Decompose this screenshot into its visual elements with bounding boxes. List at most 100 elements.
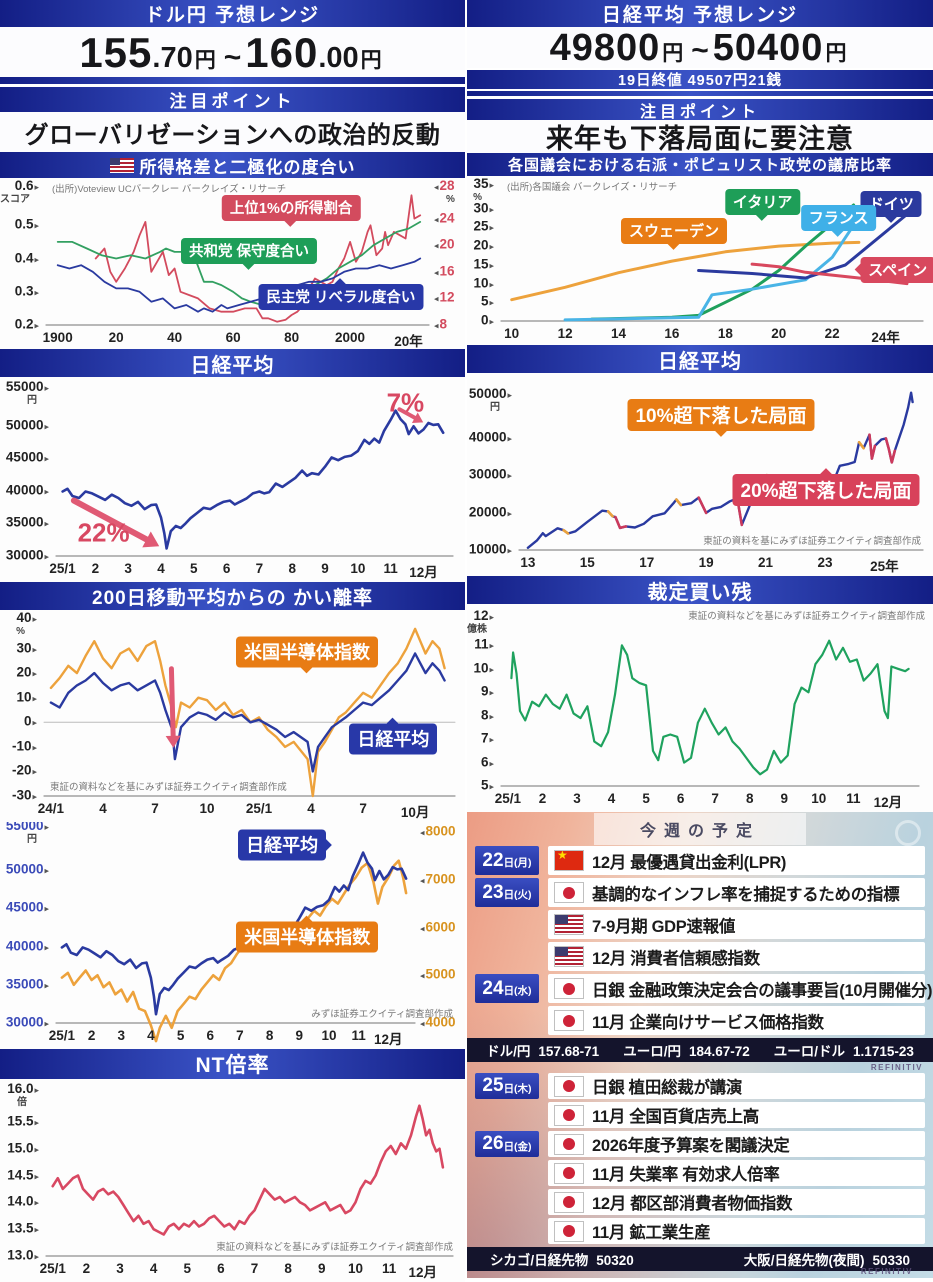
axis-tick: 6	[206, 1028, 215, 1043]
chart-nikkei-longterm: 50000▸ 円 40000▸ 30000▸ 20000▸ 10000▸ 13 15 17 19 2…	[467, 373, 933, 576]
series-republican-conservatism	[56, 221, 422, 306]
schedule-item: 12月 最優遇貸出金利(LPR)	[548, 846, 925, 875]
range-low-int: 155	[79, 29, 153, 76]
chart-annotation: 共和党 保守度合い	[180, 237, 317, 270]
futures-bar: シカゴ/日経先物 50320 大阪/日経先物(夜間) 50330	[467, 1247, 933, 1271]
schedule-item: 日銀 植田総裁が講演	[548, 1073, 925, 1099]
axis-tick: 30▸	[473, 200, 494, 216]
date-badge: 25 日(木)	[475, 1073, 539, 1099]
flag-jp-icon	[554, 1010, 584, 1031]
axis-tick: 0.3▸	[14, 283, 39, 299]
axis-tick: 9	[321, 561, 329, 576]
axis-tick: 12月	[873, 795, 903, 810]
annotation-arrow-icon	[165, 735, 181, 748]
series-nikkei-deviation	[49, 652, 446, 773]
axis-tick: -30▸	[11, 787, 37, 803]
series-drop10-c	[675, 498, 683, 507]
flag-jp-icon	[554, 1162, 584, 1184]
axis-tick: 8	[265, 1028, 274, 1043]
axis-tick: 25年	[870, 559, 899, 574]
axis-tick: 10	[199, 801, 215, 816]
schedule-item: 11月 鉱工業生産	[548, 1218, 925, 1244]
chart-canvas	[518, 391, 924, 551]
flag-us-icon	[554, 914, 584, 935]
date-spacer	[475, 942, 539, 971]
axis-tick: 30000▸	[468, 466, 512, 482]
chart-source: (出所)各国議会 バークレイズ・リサーチ	[507, 182, 678, 193]
chart-populist-seats: 35▸% 30▸ 25▸ 20▸ 15▸ 10▸ 5▸ 0▸ 10 12 14 16 18 20 22 24年…	[467, 176, 933, 345]
chart-nt-ratio: 16.0▸ 倍 15.5▸ 15.0▸ 14.5▸ 14.0▸ 13.5▸ 13.0▸ 25/1…	[0, 1079, 465, 1282]
axis-tick: 13.5▸	[7, 1220, 39, 1236]
annotation-arrow-icon	[411, 412, 424, 423]
schedule-item: 基調的なインフレ率を捕捉するための指標	[548, 878, 925, 907]
axis-tick: 60	[225, 330, 241, 345]
axis-tick: 10	[504, 326, 520, 341]
axis-tick: 2000	[335, 330, 366, 345]
date-badge: 23 日(火)	[475, 878, 539, 907]
fx-ticker-bar: ドル/円 157.68-71 ユーロ/円 184.67-72 ユーロ/ドル 1.1715-…	[467, 1038, 933, 1062]
axis-tick: 0▸	[480, 312, 494, 328]
axis-tick: 40000▸	[5, 482, 49, 498]
series-france	[563, 227, 853, 322]
chart-deviation-200dma: 40▸% 30▸ 20▸ 10▸ 0▸ -10▸ -20▸ -30▸ 24/1 4 7 10 25/1 4…	[0, 610, 465, 822]
axis-tick: ◂20	[434, 236, 455, 252]
axis-tick: 3	[124, 561, 132, 576]
previous-close: 19日終値 49507円21銭	[467, 68, 933, 91]
axis-tick: 7	[151, 801, 159, 816]
chart-annotation: 米国半導体指数	[236, 636, 379, 673]
axis-tick: 15.0▸	[7, 1140, 39, 1156]
axis-tick: 5	[176, 1028, 185, 1043]
axis-tick: 45000▸	[5, 899, 49, 915]
weekly-schedule-panel: 今週の予定 22日(月) 12月 最優遇貸出金利(LPR) 23日(火) 基調的なイン…	[467, 812, 933, 1278]
axis-tick: 7	[250, 1261, 259, 1276]
series-nt-ratio	[51, 1104, 445, 1236]
schedule-item-text: 11月 全国百貨店売上高	[592, 1108, 759, 1126]
schedule-row: 7-9月期 GDP速報値	[475, 910, 925, 939]
schedule-item-text: 12月 都区部消費者物価指数	[592, 1195, 793, 1213]
chart-title-nikkei-long: 日経平均	[467, 345, 933, 373]
axis-tick: 24/1	[37, 801, 65, 816]
axis-tick: 10▸	[473, 275, 494, 291]
chart-annotation: ドイツ	[860, 191, 922, 224]
axis-tick: 10	[347, 1261, 363, 1276]
date-spacer	[475, 1006, 539, 1035]
date-badge: 22 日(月)	[475, 846, 539, 875]
axis-tick: 80	[284, 330, 300, 345]
axis-tick: 11	[351, 1028, 366, 1043]
axis-tick: -20▸	[11, 763, 37, 778]
divider	[467, 96, 933, 99]
focus-point-text: グローバリゼーションへの政治的反動	[0, 112, 465, 152]
axis-tick: 4	[99, 801, 107, 816]
schedule-item: 日銀 金融政策決定会合の議事要旨(10月開催分)	[548, 974, 933, 1003]
axis-tick: 6	[222, 561, 231, 576]
axis-tick: 35▸%	[473, 176, 494, 203]
series-democrat-liberalism	[56, 257, 422, 313]
axis-tick: 4	[307, 801, 315, 816]
refinitiv-credit: REFINITIV	[860, 1267, 913, 1276]
axis-tick: 16	[664, 326, 680, 341]
schedule-item: 12月 消費者信頼感指数	[548, 942, 925, 971]
schedule-item: 12月 都区部消費者物価指数	[548, 1189, 925, 1215]
axis-tick: 14.5▸	[7, 1167, 39, 1183]
divider	[467, 91, 933, 96]
axis-tick: 10	[811, 791, 827, 806]
us-flag-icon	[109, 157, 134, 173]
axis-tick: 12	[557, 326, 573, 341]
axis-tick: 20000▸	[468, 504, 512, 520]
axis-tick: 7	[255, 561, 264, 576]
chart-title-populist: 各国議会における右派・ポピュリスト政党の議席比率	[467, 153, 933, 176]
axis-tick: 2	[82, 1261, 91, 1276]
axis-tick: 1900	[42, 330, 73, 345]
series-drop20-a	[614, 515, 628, 530]
axis-tick: 14.0▸	[7, 1193, 39, 1209]
series-drop20-e	[884, 437, 897, 464]
flag-jp-icon	[554, 1133, 584, 1155]
schedule-item: 11月 失業率 有効求人倍率	[548, 1160, 925, 1186]
axis-tick: 0.4▸	[14, 250, 39, 266]
axis-tick: 40▸%	[16, 610, 37, 637]
axis-tick: ◂5000	[420, 966, 456, 982]
chart-source: 東証の資料などを基にみずほ証券エクイティ調査部作成	[216, 1242, 453, 1253]
divider	[0, 77, 465, 84]
flag-jp-icon	[554, 1220, 584, 1242]
axis-tick: 6	[676, 791, 685, 806]
